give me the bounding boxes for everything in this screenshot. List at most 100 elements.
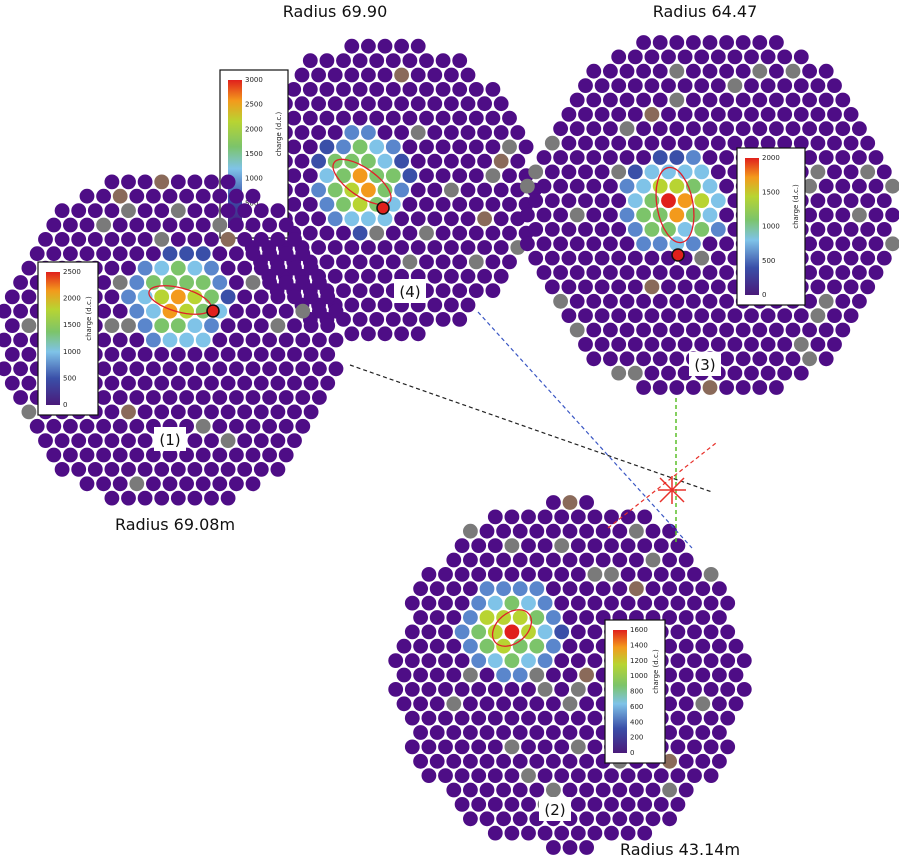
pixel [369, 139, 385, 155]
pixel [104, 289, 120, 305]
pixel [719, 35, 734, 50]
pixel [562, 523, 578, 539]
pixel [270, 462, 286, 477]
pixel [553, 293, 568, 309]
pixel [652, 92, 668, 108]
pixel [154, 174, 170, 190]
pixel [253, 347, 269, 362]
pixel [487, 567, 503, 582]
pixel [204, 404, 219, 420]
pixel [452, 283, 468, 298]
pixel [652, 351, 668, 367]
pixel [645, 782, 661, 798]
pixel [669, 178, 685, 194]
pixel [229, 188, 244, 204]
pixel [295, 303, 311, 319]
pixel [586, 178, 602, 194]
pixel [404, 710, 420, 726]
pixel [669, 92, 685, 108]
pixel [170, 462, 186, 477]
pixel [562, 638, 578, 654]
hillas-ellipse [491, 609, 533, 647]
pixel [720, 739, 736, 755]
pixel [352, 53, 368, 68]
pixel [537, 825, 553, 841]
pixel [620, 825, 636, 841]
pixel [769, 351, 784, 367]
pixel [287, 433, 302, 448]
pixel [876, 250, 892, 266]
pixel [636, 293, 651, 309]
pixel [570, 653, 586, 668]
pixel [487, 595, 503, 611]
pixel [661, 193, 676, 209]
pixel [537, 567, 553, 582]
pixel [179, 332, 195, 348]
pixel [104, 462, 120, 477]
pixel [719, 178, 734, 194]
pixel [427, 211, 443, 227]
pixel [802, 150, 817, 165]
pixel [536, 178, 552, 194]
hillas-ellipse [332, 158, 392, 206]
pixel [546, 638, 561, 654]
pixel [435, 53, 451, 68]
pixel [760, 49, 776, 65]
pixel [404, 682, 420, 697]
pixel [561, 279, 577, 295]
pixel [162, 361, 178, 377]
pixel [394, 67, 409, 83]
pixel [496, 523, 511, 539]
pixel [561, 107, 577, 122]
radius-label: Radius 69.08m [115, 515, 235, 534]
colorbar-tick-label: 500 [63, 374, 76, 382]
pixel [637, 797, 653, 812]
pixel [727, 337, 743, 352]
pixel [162, 447, 178, 463]
pixel [818, 150, 834, 165]
pixel [13, 275, 28, 290]
pixel [446, 725, 462, 740]
pixel [810, 279, 826, 295]
pixel [112, 246, 128, 262]
pixel [777, 78, 793, 93]
pixel [253, 404, 269, 420]
pixel [21, 260, 37, 276]
pixel [253, 203, 269, 219]
pixel [719, 150, 734, 165]
pixel [286, 168, 302, 184]
pixel [752, 63, 768, 79]
pixel [413, 610, 428, 625]
pixel [302, 168, 318, 184]
pixel [843, 193, 859, 209]
pixel [670, 653, 686, 668]
pixel [468, 283, 484, 298]
colorbar-tick-label: 3000 [245, 76, 263, 84]
pixel [287, 347, 302, 362]
pixel [327, 268, 343, 284]
pixel [204, 433, 219, 448]
pixel [521, 567, 536, 582]
pixel [454, 739, 470, 755]
pixel [720, 595, 736, 611]
pixel [569, 178, 585, 194]
pixel [620, 538, 636, 553]
pixel [694, 193, 710, 209]
pixel [487, 509, 503, 525]
pixel [769, 63, 784, 79]
pixel [129, 476, 145, 492]
pixel [627, 337, 643, 352]
pixel [63, 246, 78, 262]
pixel [294, 125, 310, 140]
pixel [835, 207, 851, 223]
pixel [71, 433, 87, 448]
pixel [529, 523, 545, 539]
pixel [595, 782, 611, 798]
pixel [619, 236, 635, 252]
pixel [220, 260, 236, 276]
pixel [253, 375, 269, 391]
pixel [421, 768, 437, 783]
pixel [652, 35, 668, 50]
pixel [537, 739, 553, 755]
pixel [521, 538, 536, 553]
